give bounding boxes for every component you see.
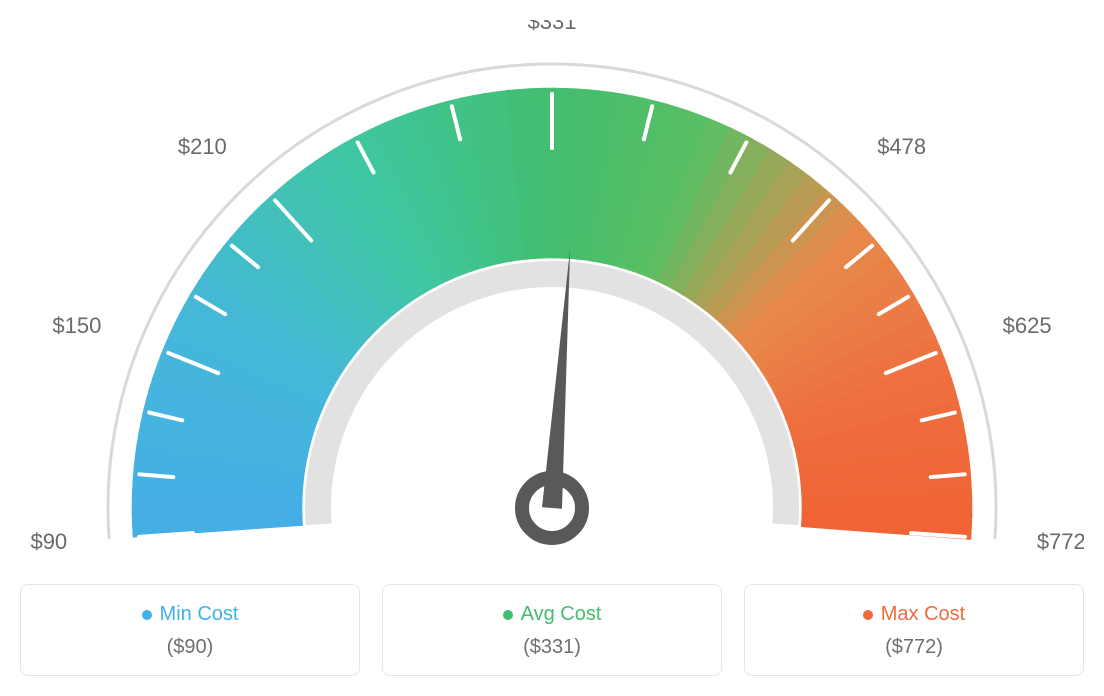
legend-value: ($90) (31, 636, 349, 659)
legend-value: ($772) (755, 636, 1073, 659)
tick-label: $150 (52, 313, 101, 338)
legend-title-max: Max Cost (863, 603, 965, 626)
dot-icon (863, 610, 873, 620)
tick-label: $478 (877, 134, 926, 159)
legend-value: ($331) (393, 636, 711, 659)
legend-card-min: Min Cost ($90) (20, 584, 360, 676)
dot-icon (142, 610, 152, 620)
legend-title-avg: Avg Cost (503, 603, 602, 626)
legend-title-min: Min Cost (142, 603, 239, 626)
gauge-svg: $90 $150 $210 $331 $478 $625 $772 (20, 20, 1084, 560)
tick-label: $625 (1003, 313, 1052, 338)
tick-label: $90 (30, 529, 67, 554)
legend-label: Max Cost (881, 603, 965, 626)
tick-label: $331 (528, 20, 577, 34)
dot-icon (503, 610, 513, 620)
needle (542, 249, 570, 509)
legend-card-avg: Avg Cost ($331) (382, 584, 722, 676)
legend-row: Min Cost ($90) Avg Cost ($331) Max Cost … (20, 584, 1084, 676)
legend-label: Avg Cost (521, 603, 602, 626)
legend-label: Min Cost (160, 603, 239, 626)
cost-gauge-chart: $90 $150 $210 $331 $478 $625 $772 (20, 20, 1084, 560)
tick-label: $772 (1037, 529, 1084, 554)
legend-card-max: Max Cost ($772) (744, 584, 1084, 676)
tick-label: $210 (178, 134, 227, 159)
